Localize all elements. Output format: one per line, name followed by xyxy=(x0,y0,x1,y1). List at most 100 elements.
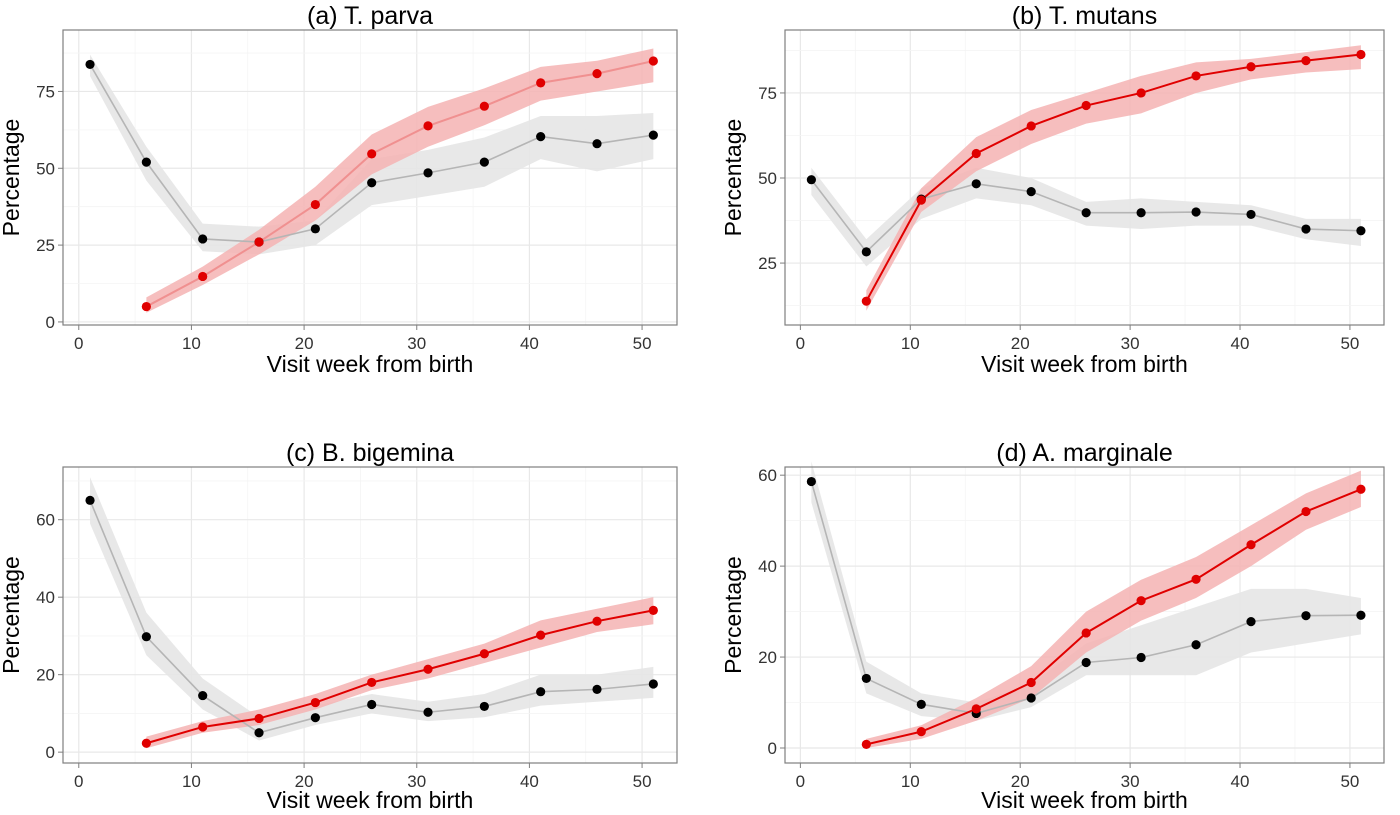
red-data-point xyxy=(536,78,546,88)
black-data-point xyxy=(592,139,602,149)
red-series-line xyxy=(865,53,1362,302)
red-data-point xyxy=(1191,574,1201,584)
black-data-point xyxy=(310,713,320,723)
red-data-point xyxy=(1246,540,1256,550)
x-tick-label: 0 xyxy=(74,772,83,791)
panel-b: 0 10 20 30 40 50 25 50 75 (b) T. mutans Visit week… xyxy=(720,2,1385,377)
black-data-point xyxy=(310,224,320,234)
black-data-point xyxy=(536,687,546,697)
red-data-point xyxy=(1301,56,1311,66)
red-data-point xyxy=(592,69,602,79)
black-data-point xyxy=(1081,657,1091,668)
y-tick-label: 0 xyxy=(46,743,55,762)
black-data-point xyxy=(861,673,871,684)
y-tick-label: 20 xyxy=(758,648,777,667)
red-data-point xyxy=(198,271,208,282)
black-data-point xyxy=(198,234,208,244)
red-series-line xyxy=(146,609,654,745)
x-tick-label: 30 xyxy=(1121,772,1140,791)
y-tick-label: 25 xyxy=(36,236,55,255)
red-data-point xyxy=(592,616,602,626)
red-series-line xyxy=(145,60,654,308)
red-data-point xyxy=(861,296,871,306)
red-data-point xyxy=(648,605,658,615)
black-data-point xyxy=(1356,610,1366,620)
x-axis-label: Visit week from birth xyxy=(267,787,474,813)
black-data-point xyxy=(806,476,816,487)
black-data-point xyxy=(1301,224,1311,234)
red-data-point xyxy=(971,148,981,159)
red-data-point xyxy=(1026,121,1036,131)
red-data-point xyxy=(1356,484,1366,494)
black-data-point xyxy=(479,157,489,167)
red-data-point xyxy=(310,199,320,210)
red-data-point xyxy=(198,722,208,732)
y-axis-label: Percentage xyxy=(720,119,746,237)
red-data-point xyxy=(1356,49,1366,60)
black-data-point xyxy=(423,168,433,178)
plot-border xyxy=(62,466,678,764)
x-tick-label: 50 xyxy=(633,334,652,353)
x-tick-label: 40 xyxy=(520,334,539,353)
panel-title: (a) T. parva xyxy=(307,2,433,30)
red-data-point xyxy=(971,704,981,714)
x-axis-label: Visit week from birth xyxy=(981,351,1188,377)
red-data-point xyxy=(861,739,871,749)
x-tick-label: 50 xyxy=(1340,334,1359,353)
red-series-line xyxy=(866,488,1362,746)
red-data-point xyxy=(1136,596,1146,606)
red-data-point xyxy=(141,738,151,748)
red-data-point xyxy=(1081,100,1091,111)
panel-title: (b) T. mutans xyxy=(1012,2,1157,30)
x-tick-label: 0 xyxy=(74,334,83,353)
y-tick-label: 75 xyxy=(36,82,55,101)
x-tick-label: 10 xyxy=(901,334,920,353)
black-data-point xyxy=(971,179,981,189)
black-data-point xyxy=(85,59,95,70)
x-tick-label: 0 xyxy=(796,772,805,791)
black-data-point xyxy=(141,157,151,167)
x-tick-label: 40 xyxy=(1231,334,1250,353)
x-tick-label: 0 xyxy=(796,334,805,353)
y-tick-label: 40 xyxy=(758,557,777,576)
black-data-point xyxy=(536,132,546,142)
black-data-point xyxy=(85,495,95,505)
y-tick-label: 0 xyxy=(768,739,777,758)
red-series-confidence-band xyxy=(866,470,1361,748)
red-data-point xyxy=(254,237,264,247)
black-series-confidence-band xyxy=(811,461,1361,721)
black-data-point xyxy=(861,247,871,257)
black-data-point xyxy=(592,684,602,694)
black-data-point xyxy=(1246,209,1256,220)
red-data-point xyxy=(141,301,151,312)
y-tick-label: 0 xyxy=(46,313,55,332)
black-data-point xyxy=(1026,693,1036,703)
red-data-point xyxy=(367,677,377,688)
black-data-point xyxy=(1026,187,1036,197)
x-axis-label: Visit week from birth xyxy=(981,787,1188,813)
black-data-point xyxy=(367,178,377,188)
red-data-point xyxy=(648,56,658,66)
y-tick-label: 50 xyxy=(758,169,777,188)
x-tick-label: 50 xyxy=(1340,772,1359,791)
red-data-point xyxy=(1026,677,1036,688)
panel-d: 0 10 20 30 40 50 0 20 40 60 (d) A. marginale Visit … xyxy=(720,439,1385,813)
red-data-point xyxy=(423,664,433,674)
y-axis-label: Percentage xyxy=(0,119,24,237)
red-series-confidence-band xyxy=(146,597,654,749)
x-tick-label: 30 xyxy=(407,772,426,791)
red-data-point xyxy=(916,727,926,737)
red-data-point xyxy=(367,149,377,159)
x-tick-label: 20 xyxy=(1011,334,1030,353)
x-tick-label: 30 xyxy=(407,334,426,353)
black-data-point xyxy=(648,130,658,140)
black-data-point xyxy=(916,699,926,709)
red-data-point xyxy=(1246,62,1256,72)
red-data-point xyxy=(479,649,489,659)
black-data-point xyxy=(1191,640,1201,650)
x-tick-label: 50 xyxy=(633,772,652,791)
red-data-point xyxy=(1301,506,1311,517)
red-data-point xyxy=(479,101,489,111)
x-tick-label: 20 xyxy=(1011,772,1030,791)
